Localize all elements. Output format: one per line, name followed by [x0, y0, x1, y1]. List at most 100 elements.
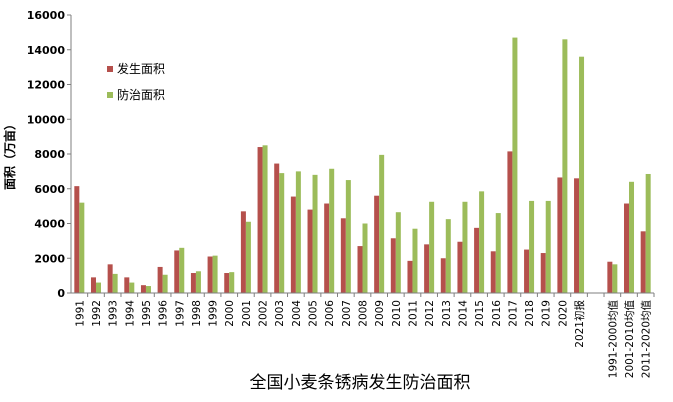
bar-occurrence	[574, 178, 580, 293]
bar-control	[645, 173, 651, 293]
bar-control	[479, 191, 485, 293]
bar-control	[262, 145, 268, 293]
bar-occurrence	[324, 203, 330, 293]
bar-control	[145, 286, 151, 293]
x-tick-label: 1991	[74, 300, 86, 327]
bar-control	[162, 274, 168, 293]
bar-occurrence	[490, 251, 496, 293]
bar-control	[579, 56, 585, 294]
bar-occurrence	[374, 195, 380, 293]
x-tick-label: 2018	[524, 300, 536, 327]
bar-occurrence	[207, 256, 213, 293]
bar-control	[445, 219, 451, 293]
y-tick-label: 12000	[27, 79, 66, 92]
bar-occurrence	[474, 227, 480, 293]
bar-control	[379, 154, 385, 293]
bar-occurrence	[174, 250, 180, 293]
bar-control	[312, 174, 318, 293]
bars	[74, 37, 651, 294]
y-tick-label: 2000	[34, 252, 65, 265]
x-tick-label: 1995	[141, 300, 153, 327]
x-axis: 1991 1992 1993 1994 1995 1996 1997 1998 1999 2000…	[71, 292, 655, 379]
x-tick-label: 2009	[374, 300, 386, 327]
bar-control	[279, 173, 285, 293]
x-tick-label: 1994	[124, 300, 136, 327]
x-tick-label: 2012	[424, 300, 436, 327]
bar-occurrence	[457, 241, 463, 293]
legend-swatch	[107, 92, 113, 98]
x-tick-label: 1993	[108, 300, 120, 327]
bar-control	[295, 171, 301, 293]
x-tick-label: 2001-2010均值	[623, 300, 636, 379]
bar-occurrence	[190, 273, 196, 293]
bar-occurrence	[640, 231, 646, 293]
bar-control	[229, 272, 235, 293]
bar-control	[429, 201, 435, 293]
bar-control	[512, 37, 518, 294]
bar-control	[345, 180, 351, 293]
bar-control	[112, 273, 118, 293]
x-tick-label: 2001	[241, 300, 253, 327]
x-tick-label: 1998	[191, 300, 203, 327]
y-tick-label: 10000	[27, 113, 66, 126]
bar-control	[612, 264, 618, 293]
bar-control	[545, 200, 551, 293]
x-tick-label: 2005	[308, 300, 320, 327]
bar-occurrence	[257, 147, 263, 293]
bar-control	[179, 247, 185, 293]
x-tick-label: 2010	[391, 300, 403, 327]
x-tick-label: 2011-2020均值	[640, 300, 653, 379]
bar-control	[95, 282, 101, 293]
bar-control	[462, 201, 468, 293]
bar-occurrence	[224, 273, 230, 293]
bar-occurrence	[124, 277, 130, 293]
y-tick-label: 16000	[27, 9, 66, 22]
bar-occurrence	[340, 218, 346, 293]
bar-occurrence	[274, 163, 280, 293]
x-tick-label: 2019	[541, 300, 553, 327]
bar-control	[395, 212, 401, 293]
bar-occurrence	[390, 238, 396, 293]
bar-occurrence	[307, 209, 313, 293]
x-tick-label: 2014	[457, 300, 469, 327]
bar-occurrence	[74, 186, 80, 293]
x-tick-label: 2002	[258, 300, 270, 327]
x-tick-label: 2008	[358, 300, 370, 327]
bar-control	[629, 181, 635, 293]
y-tick-label: 14000	[27, 44, 66, 57]
bar-control	[212, 255, 218, 293]
x-tick-label: 2000	[224, 300, 236, 327]
bar-control	[245, 221, 251, 293]
legend-swatch	[107, 66, 113, 72]
x-tick-label: 2017	[507, 300, 519, 327]
bar-occurrence	[540, 253, 546, 293]
bar-control	[562, 39, 568, 294]
x-tick-label: 2020	[557, 300, 569, 327]
y-tick-label: 0	[57, 287, 65, 300]
x-tick-label: 2004	[291, 300, 303, 327]
x-tick-label: 1996	[158, 300, 170, 327]
x-tick-label: 1997	[174, 300, 186, 327]
legend-label: 防治面积	[117, 87, 165, 102]
x-tick-label: 2003	[274, 300, 286, 327]
x-tick-label: 1991-2000均值	[606, 300, 619, 379]
y-axis: 0 2000 4000 6000 8000 10000 12000 14000 16000	[27, 9, 72, 300]
bar-control	[79, 202, 85, 293]
bar-occurrence	[507, 151, 513, 293]
bar-control	[495, 213, 501, 293]
bar-occurrence	[357, 246, 363, 293]
x-tick-label: 1999	[208, 300, 220, 327]
x-tick-label: 2007	[341, 300, 353, 327]
x-tick-label: 2011	[407, 300, 419, 327]
y-tick-label: 4000	[34, 218, 65, 231]
bar-occurrence	[157, 266, 163, 293]
x-tick-label: 2016	[491, 300, 503, 327]
y-tick-label: 6000	[34, 183, 65, 196]
bar-occurrence	[440, 258, 446, 293]
bar-control	[329, 168, 335, 293]
x-tick-label: 2013	[441, 300, 453, 327]
bar-control	[195, 271, 201, 293]
bar-control	[529, 200, 535, 293]
legend-label: 发生面积	[117, 61, 165, 76]
